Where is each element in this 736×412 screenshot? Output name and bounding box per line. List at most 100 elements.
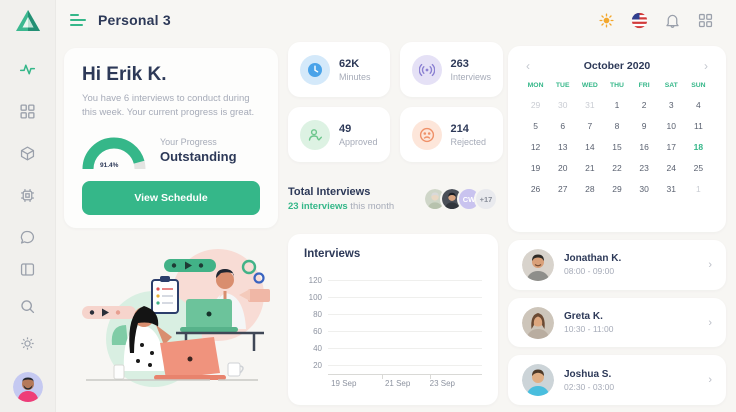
sun-icon[interactable] — [598, 12, 615, 29]
chart-gridline — [328, 348, 482, 349]
calendar-day[interactable]: 13 — [557, 142, 568, 152]
view-schedule-button[interactable]: View Schedule — [82, 180, 260, 215]
chip-icon[interactable] — [19, 187, 36, 204]
chart-x-tick-label: 23 Sep — [429, 379, 455, 388]
calendar-day[interactable]: 12 — [530, 142, 541, 152]
calendar-day[interactable]: 7 — [587, 121, 593, 131]
calendar-day-name: FRI — [638, 82, 650, 89]
calendar-day[interactable]: 3 — [668, 100, 674, 110]
stat-card-minutes[interactable]: 62K Minutes — [288, 42, 390, 97]
calendar-day[interactable]: 17 — [666, 142, 676, 152]
calendar-day[interactable]: 4 — [696, 100, 701, 110]
calendar-day[interactable]: 1 — [696, 184, 701, 194]
calendar-prev-icon[interactable]: ‹ — [526, 59, 530, 73]
calendar-day[interactable]: 24 — [666, 163, 676, 173]
left-column: Hi Erik K. You have 6 interviews to cond… — [64, 42, 278, 405]
gear-icon[interactable] — [19, 335, 36, 352]
chart-gridline — [328, 365, 482, 366]
calendar-day[interactable]: 31 — [585, 100, 595, 110]
avatar-stack: CW +17 — [423, 187, 498, 211]
calendar-day[interactable]: 15 — [612, 142, 622, 152]
sidebar — [0, 0, 56, 412]
broadcast-icon — [411, 54, 442, 85]
appointment-row[interactable]: Jonathan K. 08:00 - 09:00 › — [508, 240, 726, 290]
stat-card-rejected[interactable]: 214 Rejected — [399, 107, 504, 162]
calendar-day[interactable]: 9 — [641, 121, 647, 131]
calendar-month-label: October 2020 — [583, 60, 651, 72]
total-interviews-count: 23 interviews — [288, 201, 348, 212]
chart-gridline-row: 60 — [304, 323, 482, 340]
user-avatar[interactable] — [12, 372, 43, 402]
calendar-day[interactable]: 25 — [693, 163, 704, 173]
app-logo-icon[interactable] — [15, 9, 41, 37]
appointment-list: Jonathan K. 08:00 - 09:00 › Greta K. 10:… — [508, 240, 726, 406]
calendar-day[interactable]: 19 — [530, 163, 541, 173]
chart-gridline — [328, 331, 482, 332]
chart-y-tick-label: 20 — [313, 361, 322, 370]
appointment-row[interactable]: Joshua S. 02:30 - 03:00 › — [508, 355, 726, 406]
bell-icon[interactable] — [664, 12, 681, 29]
total-interviews-title: Total Interviews — [288, 186, 371, 198]
calendar-day-name: THU — [610, 82, 624, 89]
avatar — [522, 364, 554, 397]
calendar-day[interactable]: 1 — [614, 100, 620, 110]
grid-icon[interactable] — [19, 103, 36, 120]
avatar — [522, 306, 554, 339]
header-icons — [598, 12, 714, 29]
illustration — [64, 228, 278, 405]
calendar-day[interactable]: 29 — [530, 100, 541, 110]
search-icon[interactable] — [19, 298, 36, 315]
calendar-day[interactable]: 23 — [639, 163, 649, 173]
calendar-day[interactable]: 27 — [557, 184, 568, 194]
calendar-day[interactable]: 6 — [560, 121, 566, 131]
total-interviews-suffix: this month — [347, 201, 395, 212]
progress-percent: 91.4% — [100, 161, 119, 169]
calendar-day[interactable]: 2 — [641, 100, 647, 110]
calendar-day[interactable]: 10 — [666, 121, 676, 131]
calendar-day[interactable]: 16 — [639, 142, 649, 152]
chart-y-tick-label: 60 — [313, 327, 322, 336]
total-interviews-subtitle: 23 interviews this month — [288, 201, 394, 212]
menu-icon[interactable] — [70, 14, 86, 26]
calendar-day[interactable]: 26 — [530, 184, 541, 194]
chart-gridline-row: 80 — [304, 306, 482, 323]
calendar-day[interactable]: 31 — [666, 184, 676, 194]
interviews-chart-card: Interviews 120 100 80 60 40 20 19 Sep 21 Sep 23 … — [288, 234, 498, 405]
calendar-day-name: SUN — [691, 82, 706, 89]
chevron-right-icon: › — [708, 258, 712, 271]
main-area: Personal 3 Hi Erik K. You have 6 intervi… — [56, 0, 736, 412]
calendar-day[interactable]: 14 — [585, 142, 595, 152]
calendar-next-icon[interactable]: › — [703, 59, 708, 73]
calendar-day[interactable]: 11 — [694, 121, 703, 131]
us-flag-icon[interactable] — [631, 12, 648, 29]
content: Hi Erik K. You have 6 interviews to cond… — [56, 40, 736, 412]
stat-label: Interviews — [450, 71, 492, 82]
chart-x-tick-label: 19 Sep — [331, 379, 357, 388]
cube-icon[interactable] — [19, 145, 36, 162]
calendar-day[interactable]: 30 — [557, 100, 568, 110]
calendar-day[interactable]: 20 — [557, 163, 568, 173]
stat-card-interviews[interactable]: 263 Interviews — [399, 42, 504, 97]
stat-card-approved[interactable]: 49 Approved — [288, 107, 390, 162]
calendar-day[interactable]: 21 — [585, 163, 595, 173]
activity-icon[interactable] — [19, 61, 36, 78]
stat-value: 62K — [339, 57, 360, 70]
apps-grid-icon[interactable] — [697, 12, 714, 29]
chart-y-tick-label: 100 — [308, 293, 322, 302]
panel-icon[interactable] — [19, 261, 36, 278]
calendar-day[interactable]: 8 — [614, 121, 620, 131]
calendar-day[interactable]: 5 — [533, 121, 538, 131]
calendar-day[interactable]: 22 — [612, 163, 622, 173]
right-column: ‹ October 2020 › MON TUE WED THU FRI SAT SUN 29… — [508, 42, 726, 406]
calendar-day[interactable]: 18 — [693, 142, 704, 152]
appointment-row[interactable]: Greta K. 10:30 - 11:00 › — [508, 297, 726, 348]
greeting-subtitle: You have 6 interviews to conduct during … — [82, 93, 255, 119]
calendar-day[interactable]: 28 — [585, 184, 595, 194]
calendar-day[interactable]: 30 — [639, 184, 649, 194]
calendar-day[interactable]: 29 — [612, 184, 622, 194]
chart-gridline — [328, 314, 482, 315]
chat-icon[interactable] — [19, 229, 36, 246]
avatar-more-count[interactable]: +17 — [474, 187, 498, 211]
chart-y-tick-label: 120 — [308, 276, 322, 285]
chart-y-tick-label: 80 — [313, 310, 322, 319]
